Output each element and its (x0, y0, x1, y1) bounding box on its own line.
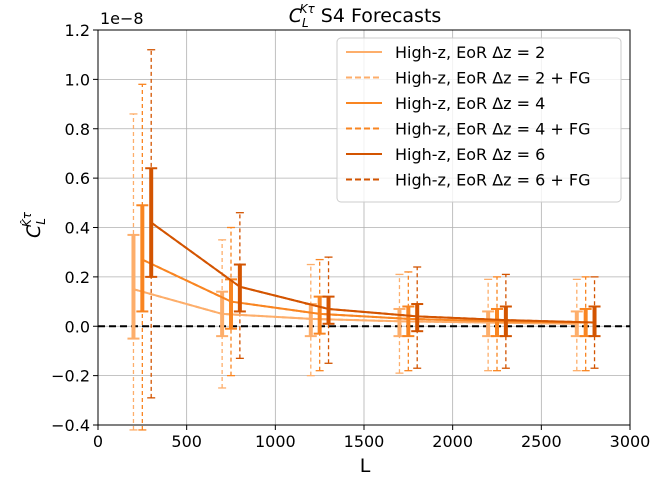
y-tick-label: 0.4 (65, 219, 90, 238)
x-tick-label: 1500 (344, 432, 385, 451)
x-axis-ticks: 0 500 1000 1500 2000 2500 3000 (93, 425, 650, 451)
x-tick-label: 2000 (432, 432, 473, 451)
legend-label: High-z, EoR Δz = 6 (395, 145, 545, 164)
y-tick-label: 1.0 (65, 70, 90, 89)
y-tick-label: 0.6 (65, 169, 90, 188)
chart-title-sub: L (302, 16, 309, 30)
series-line (150, 221, 595, 324)
y-tick-label: 0.2 (65, 268, 90, 287)
x-tick-label: 500 (171, 432, 202, 451)
series-line (133, 288, 577, 325)
y-tick-label: 0.0 (65, 317, 90, 336)
y-tick-label: −0.4 (51, 416, 90, 435)
legend-label: High-z, EoR Δz = 6 + FG (395, 171, 591, 190)
series-layer (127, 49, 601, 431)
series-line (150, 221, 595, 324)
chart-title-suffix: S4 Forecasts (315, 5, 442, 27)
x-tick-label: 1000 (255, 432, 296, 451)
y-scale-note: 1e−8 (100, 9, 144, 28)
y-axis-title-main: C (23, 224, 45, 238)
series-0 (127, 233, 583, 340)
y-axis-title-sup: K̂τ (20, 211, 34, 227)
y-tick-label: 0.8 (65, 120, 90, 139)
chart-title-main: C (289, 5, 303, 27)
legend-label: High-z, EoR Δz = 2 (395, 43, 545, 62)
chart-title-sup: Kτ (300, 2, 316, 16)
y-tick-label: 1.2 (65, 21, 90, 40)
series-4 (145, 167, 601, 338)
legend-label: High-z, EoR Δz = 4 + FG (395, 120, 591, 139)
x-tick-label: 0 (93, 432, 103, 451)
x-tick-label: 3000 (610, 432, 651, 451)
x-tick-label: 2500 (521, 432, 562, 451)
plot-area (97, 29, 631, 431)
series-line (141, 258, 586, 324)
svg-text:CLK̂τ: CLK̂τ (20, 211, 48, 238)
x-axis-title: L (360, 455, 371, 477)
chart-title: CLKτ S4 Forecasts (289, 2, 442, 30)
legend-label: High-z, EoR Δz = 2 + FG (395, 69, 591, 88)
legend-box (336, 37, 622, 203)
y-tick-label: −0.2 (51, 367, 90, 386)
y-axis-ticks: −0.4 −0.2 0.0 0.2 0.4 0.6 0.8 1.0 1.2 (51, 21, 98, 435)
y-axis-title: CLK̂τ (20, 211, 48, 238)
legend-label: High-z, EoR Δz = 4 (395, 94, 545, 113)
legend: High-z, EoR Δz = 2 High-z, EoR Δz = 2 + F… (336, 37, 622, 203)
y-axis-title-sub: L (34, 218, 48, 225)
legend-entries: High-z, EoR Δz = 2 High-z, EoR Δz = 2 + F… (346, 43, 591, 190)
